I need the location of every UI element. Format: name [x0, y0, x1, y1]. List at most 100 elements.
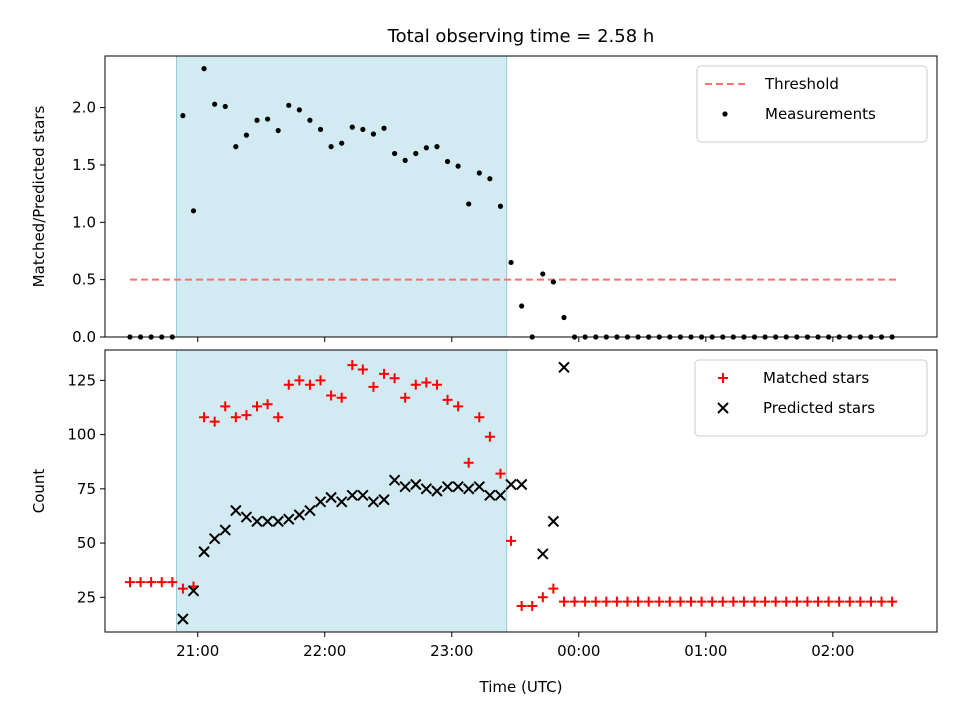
predicted-point	[346, 489, 358, 502]
measurement-point	[275, 127, 281, 134]
matched-point	[262, 399, 273, 410]
measurement-point	[317, 126, 324, 133]
predicted-point	[230, 504, 242, 517]
matched-point	[548, 583, 559, 594]
measurement-point	[212, 101, 218, 107]
x-tick-label: 02:00	[811, 642, 854, 660]
matched-point	[781, 596, 792, 607]
matched-point	[738, 596, 749, 607]
x-tick-label: 23:00	[430, 642, 473, 660]
legend-measurement-swatch	[722, 111, 728, 117]
matched-point	[527, 600, 538, 611]
measurement-point	[264, 116, 271, 122]
matched-point	[124, 577, 135, 588]
matched-point	[791, 596, 802, 607]
matched-point	[463, 457, 474, 468]
matched-point	[230, 412, 241, 423]
matched-point	[580, 596, 591, 607]
measurement-point	[349, 124, 355, 130]
matched-point	[252, 401, 263, 412]
matched-point	[643, 596, 654, 607]
predicted-point	[505, 478, 517, 491]
measurement-point	[381, 125, 387, 131]
matched-point	[760, 596, 771, 607]
legend-label: Matched stars	[763, 369, 869, 387]
y-tick-label: 0.5	[72, 271, 96, 289]
measurement-point	[455, 163, 461, 169]
measurement-point	[222, 103, 228, 110]
x-tick-label: 21:00	[176, 642, 219, 660]
predicted-point	[515, 478, 528, 491]
measurement-point	[540, 271, 546, 277]
matched-point	[516, 600, 527, 611]
predicted-point	[378, 493, 390, 506]
measurement-point	[307, 117, 313, 123]
axes-frame	[104, 55, 938, 338]
predicted-point	[410, 478, 422, 491]
matched-point	[675, 596, 686, 607]
matched-point	[199, 412, 210, 423]
predicted-point	[484, 489, 496, 502]
matched-point	[220, 401, 231, 412]
matched-point	[347, 360, 358, 371]
measurement-point	[466, 201, 472, 207]
count-panel: 25 50 75 100 125 21:00 22:00 23:00 00:00 01:00 02:…	[30, 349, 938, 696]
matched-point	[442, 394, 453, 405]
matched-point	[664, 596, 675, 607]
y-tick-label: 1.0	[72, 213, 96, 231]
measurement-point	[497, 203, 504, 209]
measurement-point	[476, 170, 482, 176]
matched-point	[146, 577, 157, 588]
matched-point	[770, 596, 781, 607]
measurement-point	[519, 303, 525, 309]
matched-point	[834, 596, 845, 607]
measurement-point	[243, 132, 250, 138]
matched-point	[865, 596, 876, 607]
predicted-point	[473, 480, 486, 493]
y-axis-label: Matched/Predicted stars	[30, 106, 48, 288]
matched-point	[135, 577, 146, 588]
matched-point	[400, 392, 411, 403]
measurement-point	[444, 158, 451, 165]
predicted-point	[304, 504, 316, 517]
matched-point	[749, 596, 760, 607]
predicted-point	[367, 496, 380, 508]
matched-point	[484, 431, 495, 442]
measurement-point	[296, 107, 302, 113]
y-tick-label: 1.5	[72, 156, 96, 174]
legend-box	[696, 65, 928, 143]
matched-point	[273, 412, 284, 423]
matched-point	[707, 596, 718, 607]
predicted-point	[452, 480, 464, 493]
y-tick-label: 2.0	[72, 99, 96, 117]
matched-point	[326, 390, 337, 401]
predicted-point	[187, 585, 200, 597]
matched-point	[379, 368, 390, 379]
predicted-point	[399, 480, 411, 493]
matched-point	[304, 379, 315, 390]
matched-point	[622, 596, 633, 607]
measurement-point	[254, 117, 260, 123]
predicted-point	[388, 474, 401, 486]
legend-box	[694, 359, 928, 437]
predicted-point	[335, 496, 348, 508]
predicted-point	[431, 485, 443, 497]
measurement-point	[233, 144, 239, 150]
measurement-point	[339, 140, 345, 146]
matched-point	[601, 596, 612, 607]
matched-point	[177, 583, 188, 594]
matched-point	[696, 596, 707, 607]
matched-point	[453, 401, 464, 412]
legend: Threshold Measurements	[696, 65, 928, 143]
measurement-point	[360, 126, 366, 133]
measurement-point	[190, 208, 197, 214]
measurement-point	[286, 102, 292, 108]
matched-point	[410, 379, 421, 390]
matched-point	[633, 596, 644, 607]
predicted-point	[558, 361, 570, 374]
matched-point	[590, 596, 601, 607]
legend-label: Predicted stars	[763, 399, 875, 417]
ratio-panel: 0.0 0.5 1.0 1.5 2.0 Matched/Predicted stars Th…	[30, 55, 938, 346]
matched-point	[569, 596, 580, 607]
matched-point	[813, 596, 824, 607]
